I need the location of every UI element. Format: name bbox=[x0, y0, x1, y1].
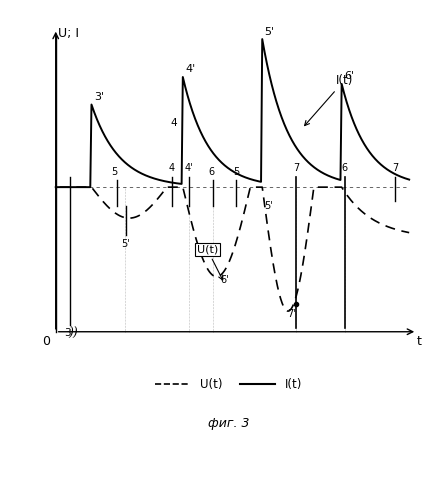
Text: 4': 4' bbox=[185, 64, 195, 74]
Text: U(t): U(t) bbox=[197, 244, 223, 280]
Text: I(t): I(t) bbox=[305, 74, 353, 126]
Text: 5: 5 bbox=[111, 167, 117, 177]
Text: 6': 6' bbox=[344, 71, 354, 81]
Text: 3': 3' bbox=[95, 92, 105, 102]
Text: 5': 5' bbox=[265, 28, 275, 38]
Text: 7': 7' bbox=[287, 310, 296, 320]
Text: U; I: U; I bbox=[58, 27, 79, 40]
Text: 6': 6' bbox=[220, 275, 229, 285]
Text: 4: 4 bbox=[171, 118, 177, 128]
Text: 0: 0 bbox=[42, 335, 50, 348]
Text: 4: 4 bbox=[169, 164, 175, 173]
Text: фиг. 3: фиг. 3 bbox=[208, 417, 249, 430]
Text: 4': 4' bbox=[185, 164, 193, 173]
Legend: U(t), I(t): U(t), I(t) bbox=[150, 373, 307, 396]
Text: 5': 5' bbox=[265, 201, 273, 211]
Text: 5: 5 bbox=[233, 167, 240, 177]
Text: 6: 6 bbox=[342, 164, 348, 173]
Text: )): )) bbox=[69, 327, 86, 340]
Text: 6: 6 bbox=[208, 167, 215, 177]
Text: 5': 5' bbox=[122, 239, 130, 249]
Text: t: t bbox=[417, 335, 422, 348]
Text: 7: 7 bbox=[293, 164, 299, 173]
Text: 3: 3 bbox=[65, 328, 71, 338]
Text: 7: 7 bbox=[392, 164, 398, 173]
